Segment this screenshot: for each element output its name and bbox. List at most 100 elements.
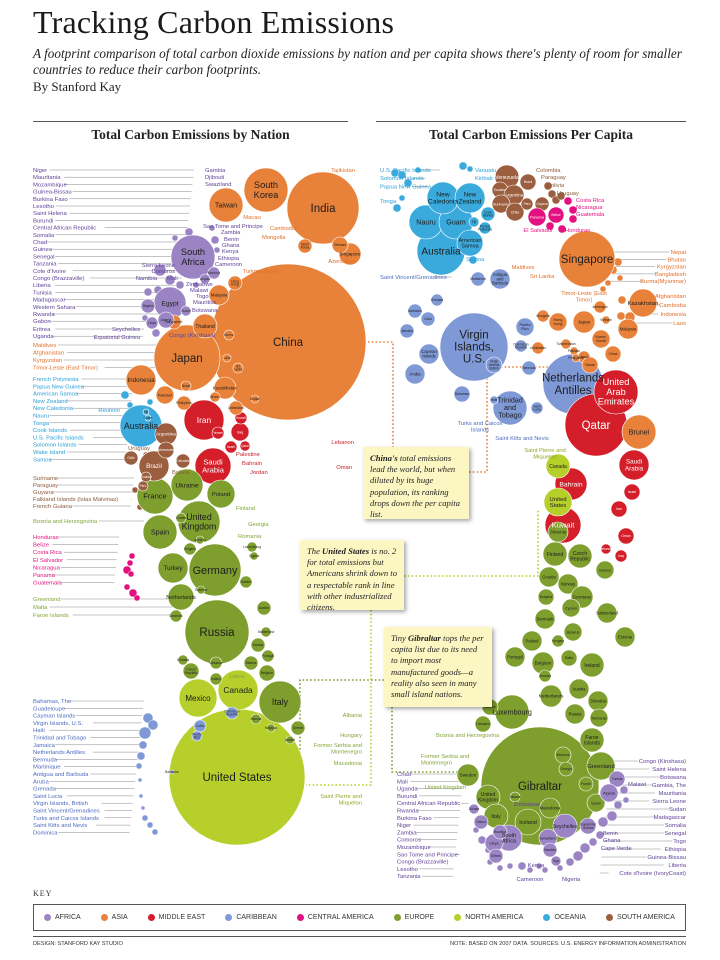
left-bubble-mexico: [178, 678, 218, 718]
left-bubble-luxembourg: [246, 541, 258, 553]
left-list-label: Grenada: [33, 787, 57, 793]
legend-label: Europe: [404, 914, 435, 921]
left-list-label: Saint Kitts and Nevis: [33, 823, 87, 829]
left-bubble-slovakia: [177, 654, 189, 666]
right-bubble-japan: [572, 310, 596, 334]
left-callout-label: Hungary: [340, 733, 362, 739]
left-bubble-label: Spain: [151, 528, 169, 536]
left-bubble-label: Fiji: [144, 410, 148, 414]
right-bubble-iran: [610, 500, 628, 518]
us-connector: [306, 510, 539, 786]
left-list-label: French Polynesia: [33, 377, 79, 383]
right-list-label: Niger: [397, 823, 411, 829]
left-bubble-denmark: [169, 609, 183, 623]
left-list-label: Bosnia and Herzegovina: [33, 519, 98, 525]
right-bubble-uzbekistan: [531, 341, 545, 355]
right-bubble-saudi-arabia: [618, 449, 650, 481]
right-bubble-label: Gibraltar: [518, 781, 562, 793]
right-callout-label: Former Serbia and Montenegro: [421, 754, 469, 767]
left-list-label: Tunisia: [33, 290, 52, 296]
left-bubble-label: Brazil: [146, 463, 162, 470]
left-bubble-label: United Kingdom: [182, 512, 217, 531]
left-callout-label: Albania: [343, 713, 363, 719]
right-bubble-label: Swaziland: [539, 836, 556, 840]
right-list-label: Togo: [673, 839, 686, 845]
left-bubble-poland: [206, 479, 236, 509]
right-bubble-israel: [623, 483, 641, 501]
left-list-label: Virgin Islands, British: [33, 801, 88, 807]
left-bubble-label: Morocco: [208, 271, 220, 275]
left-callout-label: Djibouti: [205, 175, 224, 181]
annotation-china: China's total emissions lead the world, …: [363, 447, 469, 519]
right-small-bubble: [616, 274, 624, 282]
left-callout-label: Finland: [236, 506, 255, 512]
left-bubble-nigeria: [140, 298, 156, 314]
left-list-label: French Guiana: [33, 504, 73, 510]
left-list-label: Samoa: [33, 457, 52, 463]
right-bubble-guinea: [468, 803, 480, 815]
right-list-label: Solomon Islands: [380, 176, 424, 182]
left-bubble-croatia: [175, 512, 187, 524]
right-bubble-trinidad-and-tobago: [492, 390, 528, 426]
left-callout-label: Georgia: [248, 522, 269, 528]
right-small-bubble: [568, 205, 578, 215]
left-bubble-label: Switzerland: [258, 630, 275, 634]
right-callout-label: Bosnia and Herzegovina: [436, 733, 500, 739]
left-callout-label: Sao Tome and Principe: [203, 224, 263, 230]
right-bubble-label: Libya: [489, 841, 499, 845]
right-bubble-equatorial-guinea: [579, 817, 597, 835]
left-bubble-label: Philippines: [176, 401, 192, 405]
country-bubbles: [119, 164, 658, 867]
left-small-bubble: [135, 762, 143, 770]
right-bubble-label: Guam: [446, 218, 465, 226]
right-bubble-mongolia: [536, 309, 550, 323]
right-bubble-switzerland: [596, 602, 618, 624]
right-small-bubble: [579, 842, 591, 854]
right-bubble-label: Bahamas: [455, 392, 470, 396]
left-bubble-label: Denmark: [170, 614, 183, 618]
right-bubble-ireland: [579, 652, 605, 678]
right-list-label: Congo (Brazzaville): [397, 860, 448, 866]
right-small-bubble: [565, 857, 575, 867]
right-bubble-label: American Samoa: [458, 238, 481, 250]
right-bubble-label: Algeria: [603, 791, 616, 795]
left-small-bubble: [120, 390, 130, 400]
right-small-bubble: [563, 196, 573, 206]
right-bubble-malta: [560, 649, 578, 667]
right-bubble-label: Spain: [591, 801, 601, 805]
left-bubble-chile: [123, 450, 139, 466]
left-small-bubble: [153, 263, 167, 277]
left-list-label: Costa Rica: [33, 550, 63, 556]
left-bubble-label: Angola: [200, 277, 210, 281]
right-bubble-label: Ireland: [584, 663, 600, 669]
left-bubble-label: Israel: [227, 445, 235, 449]
right-bubble-portugal: [504, 646, 526, 668]
right-small-bubble: [568, 214, 578, 224]
left-bubble-barbados: [169, 769, 175, 775]
legend-swatch: [454, 914, 462, 921]
left-callout-label: Equatorial Guinea: [94, 335, 141, 341]
left-bubble-spain: [142, 514, 178, 550]
left-list-label: Chad: [33, 240, 47, 246]
right-small-bubble: [599, 285, 607, 293]
legend-item-north-america: North America: [454, 914, 523, 921]
right-bubble-label: Belarus: [567, 630, 580, 634]
right-bubble-label: United Arab Emirates: [598, 377, 635, 406]
left-list-label: Niger: [33, 168, 47, 174]
right-small-bubble: [403, 178, 413, 188]
legend-item-caribbean: Caribbean: [225, 914, 277, 921]
left-list-label: Falkland Islands (Islas Malvinas): [33, 497, 118, 503]
right-bubble-virgin-islands-british: [485, 356, 503, 374]
left-list-label: Bahamas, The: [33, 699, 72, 705]
left-bubble-label: Ireland: [211, 677, 221, 681]
right-bubble-label: Mauritius: [494, 830, 507, 834]
right-bubble-label: Sweden: [460, 773, 477, 778]
left-bubble-iceland: [285, 735, 295, 745]
right-list-label: Burundi: [397, 794, 417, 800]
left-small-bubble: [151, 328, 161, 338]
left-chart-title: Total Carbon Emissions by Nation: [91, 127, 290, 142]
right-callout-label: Kiribati: [475, 176, 493, 182]
left-bubble-label: Sweden: [240, 580, 252, 584]
right-bubble-label: Bermuda: [523, 366, 536, 370]
